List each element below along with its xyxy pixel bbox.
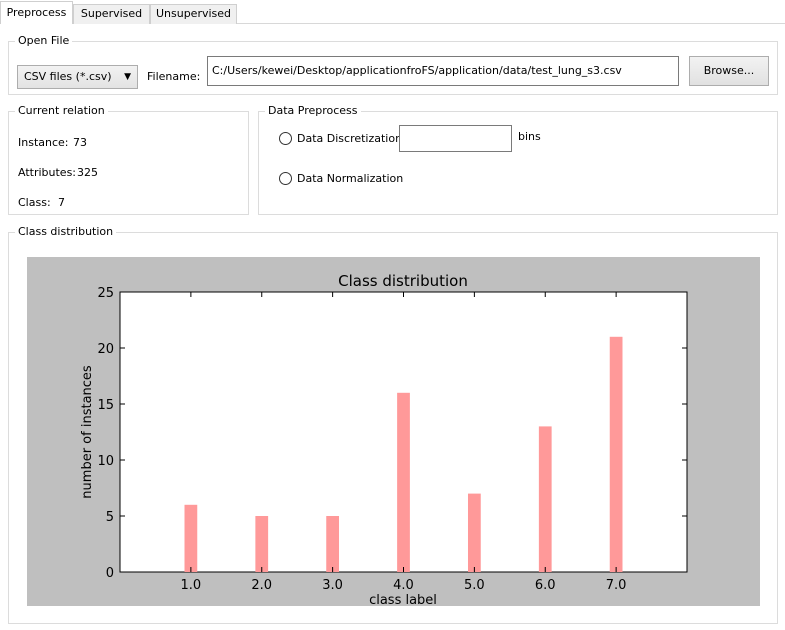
- class-value: 7: [58, 196, 65, 209]
- tab-bar-divider: [0, 23, 785, 24]
- open-file-group: Open File CSV files (*.csv) ▼ Filename: …: [8, 34, 778, 95]
- normalization-label: Data Normalization: [297, 172, 404, 185]
- class-label: Class:: [18, 196, 51, 209]
- bar-class-1: [184, 504, 198, 572]
- file-type-select[interactable]: CSV files (*.csv) ▼: [17, 65, 138, 89]
- filename-input[interactable]: C:/Users/kewei/Desktop/applicationfroFS/…: [207, 56, 679, 86]
- tab-bar: Preprocess Supervised Unsupervised: [0, 0, 785, 24]
- x-tick-label: 5.0: [464, 578, 485, 593]
- chart-canvas: Class distribution 1.0 2.0 3.0 4.0 5.0 6.0 7.0…: [27, 257, 760, 608]
- x-tick-label: 3.0: [322, 578, 343, 593]
- normalization-radio[interactable]: [279, 172, 292, 185]
- x-tick-label: 4.0: [393, 578, 414, 593]
- current-relation-group: Current relation Instance: 73 Attributes…: [8, 104, 249, 215]
- bins-input[interactable]: [399, 125, 512, 152]
- filename-label: Filename:: [147, 70, 201, 83]
- instance-value: 73: [73, 136, 87, 149]
- x-tick-label: 1.0: [181, 578, 202, 593]
- y-tick-label: 15: [97, 398, 114, 413]
- data-preprocess-group: Data Preprocess Data Discretization: bin…: [258, 104, 778, 215]
- y-tick-label: 10: [97, 454, 114, 469]
- x-axis-label: class label: [369, 593, 437, 606]
- class-distribution-group: Class distribution: [8, 225, 778, 624]
- y-tick-label: 25: [97, 286, 114, 301]
- y-tick-label: 20: [97, 342, 114, 357]
- attributes-label: Attributes:: [18, 166, 77, 179]
- y-tick-label: 5: [106, 510, 114, 525]
- file-type-value: CSV files (*.csv): [24, 70, 112, 83]
- current-relation-title: Current relation: [15, 104, 108, 117]
- discretization-radio[interactable]: [279, 132, 292, 145]
- attributes-value: 325: [77, 166, 98, 179]
- open-file-title: Open File: [15, 34, 73, 47]
- bar-class-4: [397, 392, 410, 572]
- instance-label: Instance:: [18, 136, 69, 149]
- bins-label: bins: [518, 130, 541, 143]
- class-distribution-title: Class distribution: [15, 225, 117, 238]
- bar-class-6: [538, 426, 552, 572]
- bar-class-2: [255, 516, 269, 572]
- tab-preprocess[interactable]: Preprocess: [0, 1, 73, 24]
- class-distribution-chart: Class distribution 1.0 2.0 3.0 4.0 5.0 6.0 7.0…: [80, 272, 688, 608]
- data-preprocess-title: Data Preprocess: [265, 104, 361, 117]
- chevron-down-icon: ▼: [124, 72, 131, 82]
- x-tick-label: 6.0: [535, 578, 556, 593]
- y-axis-label: number of instances: [80, 365, 95, 499]
- y-tick-label: 0: [106, 566, 114, 581]
- preprocess-panel: Open File CSV files (*.csv) ▼ Filename: …: [0, 24, 785, 630]
- bar-class-3: [326, 516, 340, 572]
- browse-button[interactable]: Browse...: [689, 56, 769, 86]
- x-tick-label: 2.0: [251, 578, 272, 593]
- tab-supervised[interactable]: Supervised: [73, 4, 150, 24]
- ticks-layer: 1.0 2.0 3.0 4.0 5.0 6.0 7.0 0 5 10 15 20 25: [97, 286, 687, 593]
- tab-unsupervised[interactable]: Unsupervised: [150, 4, 237, 24]
- bars-layer: [184, 336, 623, 572]
- x-tick-label: 7.0: [606, 578, 627, 593]
- bar-class-7: [609, 336, 623, 572]
- bar-class-5: [467, 493, 481, 572]
- discretization-label: Data Discretization:: [297, 132, 406, 145]
- chart-title: Class distribution: [338, 272, 468, 290]
